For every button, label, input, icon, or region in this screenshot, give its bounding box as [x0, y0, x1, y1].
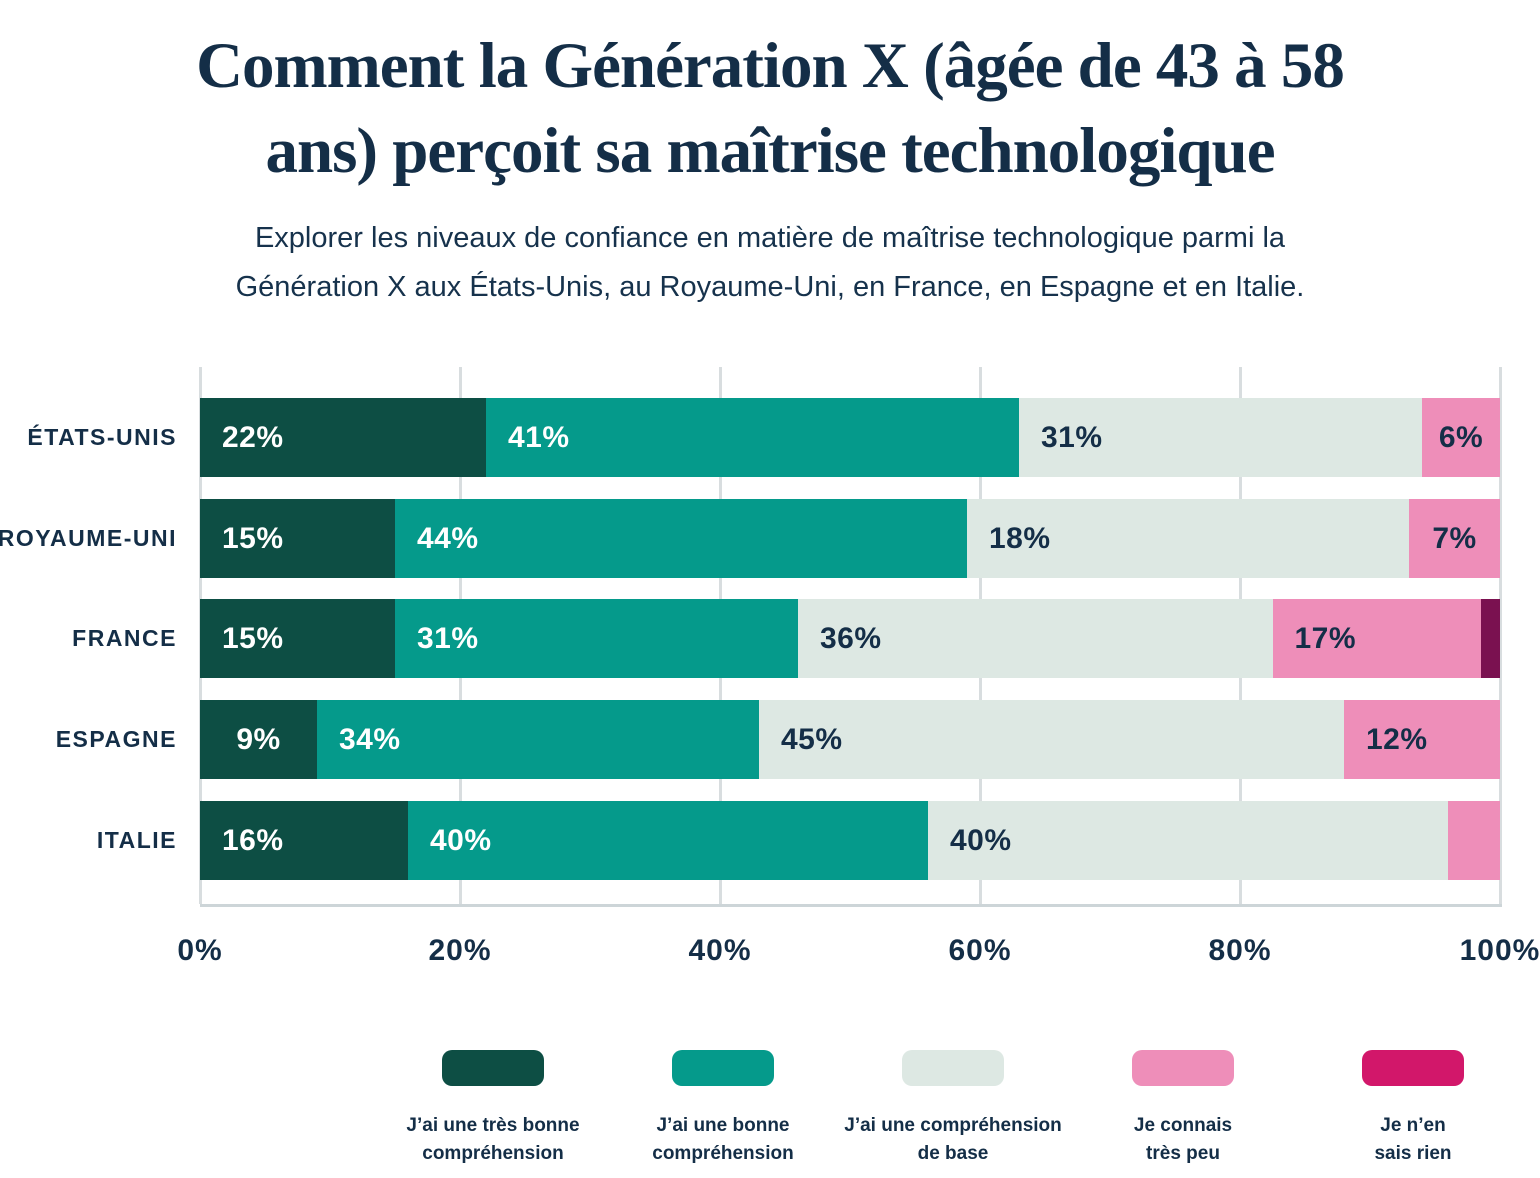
- bar-segment-very_good: 15%: [200, 599, 395, 678]
- chart-subtitle: Explorer les niveaux de confiance en mat…: [0, 214, 1540, 312]
- segment-value-label: 15%: [222, 621, 284, 655]
- bar-segment-very_good: 22%: [200, 398, 486, 477]
- bar-segment-good: 34%: [317, 700, 759, 779]
- segment-value-label: 16%: [222, 823, 284, 857]
- gridline-100%: [1499, 367, 1502, 904]
- segment-value-label: 18%: [989, 521, 1051, 555]
- segment-value-label: 31%: [417, 621, 479, 655]
- x-axis-tick-label: 20%: [428, 934, 492, 967]
- country-label-2: ROYAUME-UNI: [0, 525, 177, 551]
- legend-swatch-good: [672, 1050, 774, 1086]
- segment-value-label: 7%: [1432, 521, 1477, 555]
- bar-row-espagne: 9% 34% 45% 12%: [200, 700, 1500, 779]
- segment-value-label: 45%: [781, 722, 843, 756]
- bar-row-france: 15% 31% 36% 17%: [200, 599, 1500, 678]
- legend-label-nothing: Je n’en sais rien: [1374, 1115, 1452, 1164]
- bar-row-italie: 16% 40% 40%: [200, 801, 1500, 880]
- bar-row-états-unis: 22% 41% 31% 6%: [200, 398, 1500, 477]
- x-axis-tick-label: 100%: [1459, 934, 1540, 967]
- bar-segment-basic: 31%: [1019, 398, 1422, 477]
- legend-label-very_good: J’ai une très bonne compréhension: [406, 1115, 580, 1164]
- segment-value-label: 9%: [236, 722, 281, 756]
- chart-subtitle-line2: Génération X aux États-Unis, au Royaume-…: [235, 271, 1305, 303]
- bar-segment-basic: 40%: [928, 801, 1448, 880]
- bar-segment-good: 31%: [395, 599, 798, 678]
- segment-value-label: 40%: [950, 823, 1012, 857]
- chart-title-line1: Comment la Génération X (âgée de 43 à 58: [196, 30, 1345, 102]
- bar-segment-good: 44%: [395, 499, 967, 578]
- bar-segment-nothing_dark: [1480, 599, 1500, 678]
- legend-label-good: J’ai une bonne compréhension: [652, 1115, 794, 1164]
- bar-segment-very_little: 17%: [1272, 599, 1481, 678]
- legend-swatch-very_good: [442, 1050, 544, 1086]
- x-axis-tick-label: 60%: [948, 934, 1012, 967]
- legend-label-very_little: Je connais très peu: [1133, 1115, 1233, 1164]
- segment-value-label: 40%: [430, 823, 492, 857]
- segment-value-label: 44%: [417, 521, 479, 555]
- segment-value-label: 34%: [339, 722, 401, 756]
- segment-value-label: 36%: [820, 621, 882, 655]
- bar-segment-good: 41%: [486, 398, 1019, 477]
- legend-swatch-basic: [902, 1050, 1004, 1086]
- bar-row-royaume-uni: 15% 44% 18% 7%: [200, 499, 1500, 578]
- country-label-3: FRANCE: [72, 625, 177, 651]
- bar-segment-very_good: 9%: [200, 700, 317, 779]
- legend-label-basic: J’ai une compréhension de base: [844, 1115, 1062, 1164]
- legend-swatch-nothing: [1362, 1050, 1464, 1086]
- chart-title-line2: ans) perçoit sa maîtrise technologique: [265, 115, 1275, 187]
- bar-segment-very_little: 7%: [1409, 499, 1500, 578]
- bar-segment-very_little: [1448, 801, 1500, 880]
- bar-segment-good: 40%: [408, 801, 928, 880]
- country-label-4: ESPAGNE: [55, 726, 177, 752]
- bar-segment-very_good: 16%: [200, 801, 408, 880]
- segment-value-label: 22%: [222, 420, 284, 454]
- bar-segment-very_good: 15%: [200, 499, 395, 578]
- chart-title: Comment la Génération X (âgée de 43 à 58…: [0, 24, 1540, 194]
- bar-segment-very_little: 12%: [1344, 700, 1500, 779]
- legend-swatch-very_little: [1132, 1050, 1234, 1086]
- x-axis-tick-label: 0%: [177, 934, 223, 967]
- segment-value-label: 41%: [508, 420, 570, 454]
- country-label-5: ITALIE: [96, 827, 177, 853]
- segment-value-label: 12%: [1366, 722, 1428, 756]
- segment-value-label: 6%: [1438, 420, 1484, 454]
- x-axis-tick-label: 80%: [1208, 934, 1272, 967]
- x-axis-tick-label: 40%: [688, 934, 752, 967]
- chart-subtitle-line1: Explorer les niveaux de confiance en mat…: [254, 222, 1286, 254]
- bar-segment-basic: 36%: [798, 599, 1273, 678]
- bar-segment-basic: 18%: [967, 499, 1409, 578]
- segment-value-label: 17%: [1294, 621, 1357, 655]
- segment-value-label: 31%: [1041, 420, 1103, 454]
- bar-segment-basic: 45%: [759, 700, 1344, 779]
- bar-segment-very_little: 6%: [1422, 398, 1500, 477]
- x-axis-line: [200, 904, 1502, 907]
- country-label-1: ÉTATS-UNIS: [27, 424, 177, 450]
- segment-value-label: 15%: [222, 521, 284, 555]
